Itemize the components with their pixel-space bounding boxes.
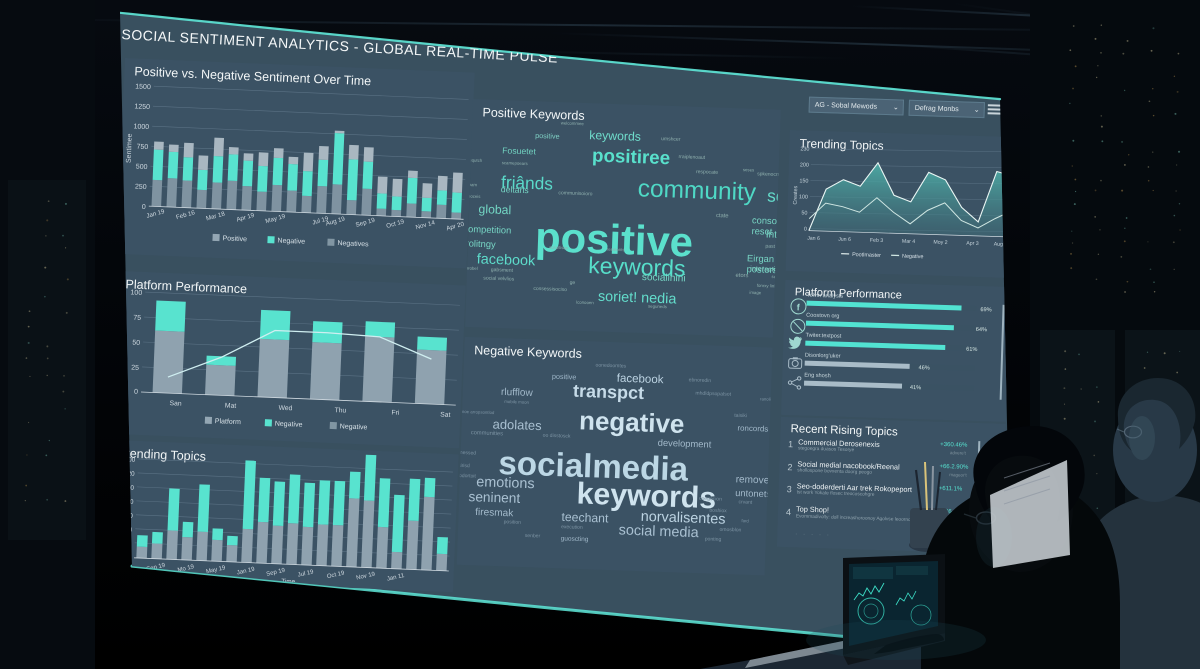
svg-text:30: 30	[126, 512, 134, 519]
svg-text:Feb 3: Feb 3	[870, 238, 884, 244]
svg-text:20: 20	[125, 526, 133, 533]
svg-text:Positive: Positive	[222, 235, 247, 243]
svg-text:25: 25	[131, 365, 139, 372]
svg-text:0: 0	[127, 555, 131, 562]
svg-text:750: 750	[136, 144, 148, 151]
svg-text:50: 50	[132, 340, 140, 347]
svg-text:Aug 19: Aug 19	[325, 215, 346, 227]
svg-text:Apr 19: Apr 19	[236, 212, 256, 224]
svg-text:Mar 18: Mar 18	[205, 210, 226, 222]
svg-text:Negative: Negative	[275, 421, 303, 429]
svg-text:Pootlmaster: Pootlmaster	[852, 252, 881, 259]
svg-text:Moy 2: Moy 2	[933, 240, 947, 246]
svg-text:46%: 46%	[918, 365, 929, 371]
svg-text:Disonlorg'uker: Disonlorg'uker	[805, 353, 841, 360]
svg-text:Jan 19: Jan 19	[236, 567, 256, 577]
svg-text:Apr 3: Apr 3	[966, 241, 979, 247]
svg-text:100: 100	[130, 289, 142, 296]
svg-text:69%: 69%	[980, 307, 991, 313]
svg-text:150: 150	[799, 178, 808, 184]
svg-text:Eng shosh: Eng shosh	[804, 373, 831, 380]
svg-text:100: 100	[799, 194, 808, 200]
svg-text:Twiter.textpost: Twiter.textpost	[805, 333, 841, 340]
svg-text:100: 100	[125, 456, 136, 463]
svg-text:Sep 19: Sep 19	[266, 568, 287, 578]
svg-text:Sentimee: Sentimee	[126, 133, 134, 163]
svg-text:May 19: May 19	[265, 213, 287, 225]
svg-text:Negative: Negative	[340, 423, 368, 431]
svg-text:Nov 14: Nov 14	[415, 219, 436, 231]
svg-text:100: 100	[123, 484, 134, 491]
svg-text:San: San	[169, 400, 182, 408]
svg-text:Tolvin analysts: Tolvin analysts	[807, 293, 844, 300]
svg-text:Mat: Mat	[225, 402, 237, 409]
svg-text:Nov 19: Nov 19	[356, 571, 377, 581]
svg-text:Coostovn org: Coostovn org	[806, 313, 839, 320]
svg-text:0: 0	[142, 204, 146, 211]
svg-text:0: 0	[804, 226, 807, 232]
svg-text:Negatives: Negatives	[337, 240, 369, 248]
svg-text:Time: Time	[281, 578, 296, 586]
svg-text:75: 75	[133, 315, 141, 322]
svg-text:Sep 19: Sep 19	[355, 217, 376, 229]
svg-text:Jan 19: Jan 19	[146, 208, 166, 220]
svg-text:1250: 1250	[134, 103, 150, 111]
svg-text:Negative: Negative	[902, 254, 923, 261]
svg-text:1000: 1000	[133, 123, 149, 131]
svg-text:64%: 64%	[976, 327, 987, 333]
svg-text:Negative: Negative	[277, 238, 305, 246]
svg-text:Sat: Sat	[440, 412, 451, 419]
svg-text:Jul 19: Jul 19	[297, 569, 315, 578]
svg-text:40: 40	[126, 498, 134, 505]
svg-text:Jan 11: Jan 11	[386, 573, 405, 583]
svg-text:10: 10	[124, 540, 132, 547]
svg-text:230: 230	[800, 146, 809, 152]
svg-text:Mar 4: Mar 4	[902, 239, 916, 245]
svg-text:May 19: May 19	[206, 565, 227, 575]
svg-text:Creates: Creates	[793, 185, 800, 204]
svg-text:1500: 1500	[135, 83, 151, 91]
svg-text:Aug 4: Aug 4	[994, 241, 1008, 247]
svg-text:Tocllaces: Tocllaces	[120, 331, 126, 361]
svg-text:f: f	[797, 302, 801, 312]
svg-text:Wed: Wed	[278, 405, 292, 413]
svg-text:Fri: Fri	[391, 409, 400, 416]
svg-text:200: 200	[800, 162, 809, 168]
svg-text:Jun 6: Jun 6	[838, 237, 851, 243]
svg-text:50: 50	[801, 210, 807, 216]
svg-text:Thu: Thu	[334, 407, 346, 414]
svg-text:Apr 20: Apr 20	[446, 221, 466, 233]
svg-text:41%: 41%	[910, 385, 921, 391]
svg-text:Mo 19: Mo 19	[177, 564, 195, 574]
svg-text:Oct 19: Oct 19	[326, 570, 345, 580]
svg-text:Platform: Platform	[215, 418, 242, 426]
svg-text:0: 0	[134, 389, 138, 396]
svg-text:61%: 61%	[966, 347, 977, 353]
svg-text:120: 120	[124, 470, 135, 477]
svg-text:Oct 19: Oct 19	[386, 218, 406, 230]
svg-text:500: 500	[136, 164, 148, 171]
svg-text:250: 250	[135, 184, 147, 191]
svg-text:Jan 6: Jan 6	[807, 236, 820, 242]
svg-text:Sep 19: Sep 19	[146, 563, 167, 573]
svg-text:Feb 16: Feb 16	[175, 209, 196, 221]
